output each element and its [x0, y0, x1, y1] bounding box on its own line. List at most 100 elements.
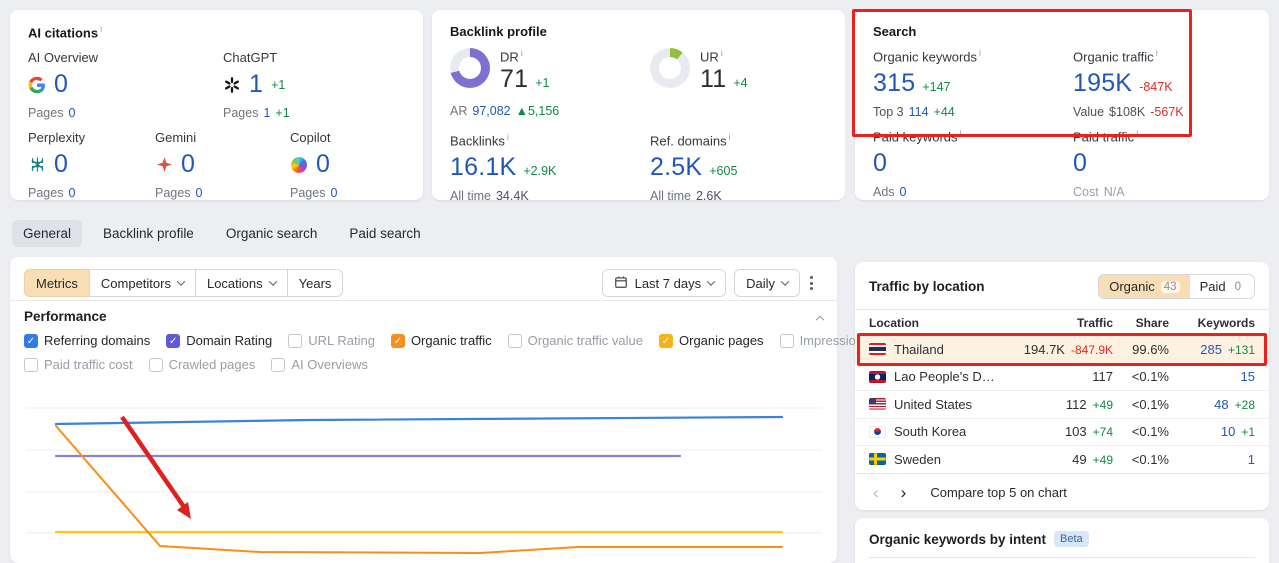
paid-keywords-value[interactable]: 0: [873, 149, 888, 178]
perplexity-metric: Perplexity 0 Pages 0: [28, 130, 86, 200]
competitors-filter-button[interactable]: Competitors: [88, 269, 196, 297]
prev-page-button[interactable]: ‹: [873, 482, 879, 502]
info-icon[interactable]: i: [506, 132, 509, 142]
tab-backlink-profile[interactable]: Backlink profile: [103, 226, 194, 241]
chatgpt-value[interactable]: 1: [249, 70, 264, 98]
perplexity-value[interactable]: 0: [54, 150, 69, 178]
search-card: Search Organic keywords i 315 +147 Top 3 11…: [852, 9, 1269, 200]
info-icon[interactable]: i: [1155, 48, 1158, 58]
traffic-by-location-title: Traffic by location: [869, 279, 985, 294]
checkbox-impressions[interactable]: Impressions: [779, 333, 870, 348]
table-row-south-korea[interactable]: South Korea 103 +74 <0.1% 10 +1: [855, 417, 1269, 446]
copilot-icon: [290, 156, 308, 174]
locations-filter-button[interactable]: Locations: [194, 269, 288, 297]
checkbox-icon: ✓: [390, 333, 405, 348]
checkbox-icon: [779, 333, 794, 348]
divider: [869, 557, 1255, 558]
gemini-pages[interactable]: 0: [195, 186, 203, 200]
perplexity-icon: [28, 156, 46, 174]
backlinks-value[interactable]: 16.1K: [450, 153, 517, 182]
ar-value[interactable]: 97,082: [472, 104, 511, 118]
checkbox-organic-traffic-value[interactable]: Organic traffic value: [507, 333, 643, 348]
chatgpt-metric: ChatGPT 1 +1 Pages 1 +1: [223, 50, 290, 120]
ur-value: 11: [700, 65, 727, 94]
gemini-icon: [155, 156, 173, 174]
report-tabs: General Backlink profile Organic search …: [12, 220, 432, 247]
checkbox-domain-rating[interactable]: ✓ Domain Rating: [166, 333, 272, 348]
url-rating-metric: UR i 11 +4: [650, 48, 748, 94]
ads-value[interactable]: 0: [899, 185, 907, 200]
copilot-value[interactable]: 0: [316, 150, 331, 178]
info-icon[interactable]: i: [979, 48, 982, 58]
copilot-pages[interactable]: 0: [330, 186, 338, 200]
tab-organic-search[interactable]: Organic search: [225, 226, 318, 241]
checkbox-url-rating[interactable]: URL Rating: [288, 333, 375, 348]
table-row-united-states[interactable]: United States 112 +49 <0.1% 48 +28: [855, 390, 1269, 418]
checkbox-icon: ✓: [24, 333, 38, 348]
table-row-sweden[interactable]: Sweden 49 +49 <0.1% 1: [855, 445, 1269, 473]
tab-general[interactable]: General: [12, 220, 83, 247]
ai-overview-pages[interactable]: 0: [68, 106, 76, 120]
beta-badge: Beta: [1054, 531, 1089, 547]
calendar-icon: [614, 275, 628, 292]
years-filter-button[interactable]: Years: [286, 269, 344, 297]
paid-keywords-metric: Paid keywords i 0 Ads 0: [873, 128, 962, 200]
backlink-profile-title: Backlink profile: [450, 24, 547, 39]
metric-checkboxes: ✓ Referring domains ✓ Domain Rating URL Ra…: [24, 333, 967, 381]
search-title: Search: [873, 24, 917, 39]
paid-traffic-metric: Paid traffic i 0 Cost N/A: [1073, 128, 1139, 200]
backlink-profile-card: Backlink profile DR i 71 +1 AR 97,082 ▲5,1…: [432, 10, 845, 204]
date-range-button[interactable]: Last 7 days: [601, 269, 727, 297]
table-row-laos[interactable]: Lao People's Democratic Rep 117 <0.1% 15: [855, 362, 1269, 391]
checkbox-ai-overviews[interactable]: AI Overviews: [271, 357, 368, 372]
checkbox-paid-traffic-cost[interactable]: Paid traffic cost: [24, 357, 133, 372]
compare-top5-link[interactable]: Compare top 5 on chart: [930, 484, 1067, 500]
keywords-by-intent-title: Organic keywords by intent: [869, 531, 1047, 547]
traffic-value-usd: $108K: [1109, 105, 1146, 120]
organic-keywords-value[interactable]: 315: [873, 69, 916, 98]
metrics-filter-button[interactable]: Metrics: [24, 269, 90, 297]
gemini-value[interactable]: 0: [181, 150, 196, 178]
granularity-button[interactable]: Daily: [734, 269, 800, 297]
checkbox-icon: ✓: [659, 333, 673, 348]
location-table-header: Location Traffic Share Keywords: [855, 309, 1269, 335]
perplexity-pages[interactable]: 0: [68, 186, 76, 200]
performance-section-title: Performance: [24, 309, 107, 324]
chatgpt-change: +1: [271, 77, 286, 92]
info-icon[interactable]: i: [1136, 128, 1139, 138]
info-icon[interactable]: i: [720, 48, 723, 58]
checkbox-crawled-pages[interactable]: Crawled pages: [148, 357, 255, 372]
dr-donut-chart: [450, 48, 490, 88]
checkbox-icon: [507, 333, 522, 348]
checkbox-organic-traffic[interactable]: ✓ Organic traffic: [390, 333, 492, 348]
info-icon[interactable]: i: [100, 24, 103, 34]
sweden-flag-icon: [869, 453, 886, 466]
collapse-section-icon[interactable]: [815, 315, 825, 324]
paid-traffic-value[interactable]: 0: [1073, 149, 1088, 178]
more-options-button[interactable]: [800, 270, 823, 296]
organic-traffic-value[interactable]: 195K: [1073, 69, 1133, 98]
info-icon[interactable]: i: [728, 132, 731, 142]
traffic-by-location-panel: Traffic by location Organic 43 Paid 0 Loca…: [855, 262, 1269, 510]
performance-chart[interactable]: [10, 385, 837, 563]
organic-keywords-metric: Organic keywords i 315 +147 Top 3 114 +44: [873, 48, 982, 120]
ai-overview-value[interactable]: 0: [54, 70, 69, 98]
toggle-paid[interactable]: Paid 0: [1189, 275, 1254, 298]
chatgpt-icon: [223, 76, 241, 94]
toggle-organic[interactable]: Organic 43: [1099, 275, 1190, 298]
info-icon[interactable]: i: [520, 48, 523, 58]
gemini-metric: Gemini 0 Pages 0: [155, 130, 203, 200]
chatgpt-pages[interactable]: 1: [263, 106, 271, 120]
table-row-thailand[interactable]: Thailand 194.7K -847.9K 99.6% 285 +131: [855, 333, 1269, 365]
tab-paid-search[interactable]: Paid search: [349, 226, 421, 241]
checkbox-organic-pages[interactable]: ✓ Organic pages: [659, 333, 764, 348]
info-icon[interactable]: i: [959, 128, 962, 138]
checkbox-icon: [288, 333, 303, 348]
top3-value[interactable]: 114: [908, 105, 929, 120]
checkbox-referring-domains[interactable]: ✓ Referring domains: [24, 333, 150, 348]
next-page-button[interactable]: ›: [900, 482, 907, 502]
ai-citations-title: AI citations i: [28, 24, 103, 41]
ref-domains-value[interactable]: 2.5K: [650, 153, 703, 182]
checkbox-icon: [271, 357, 286, 372]
ref-domains-metric: Ref. domains i 2.5K +605 All time 2.6K: [650, 132, 738, 204]
